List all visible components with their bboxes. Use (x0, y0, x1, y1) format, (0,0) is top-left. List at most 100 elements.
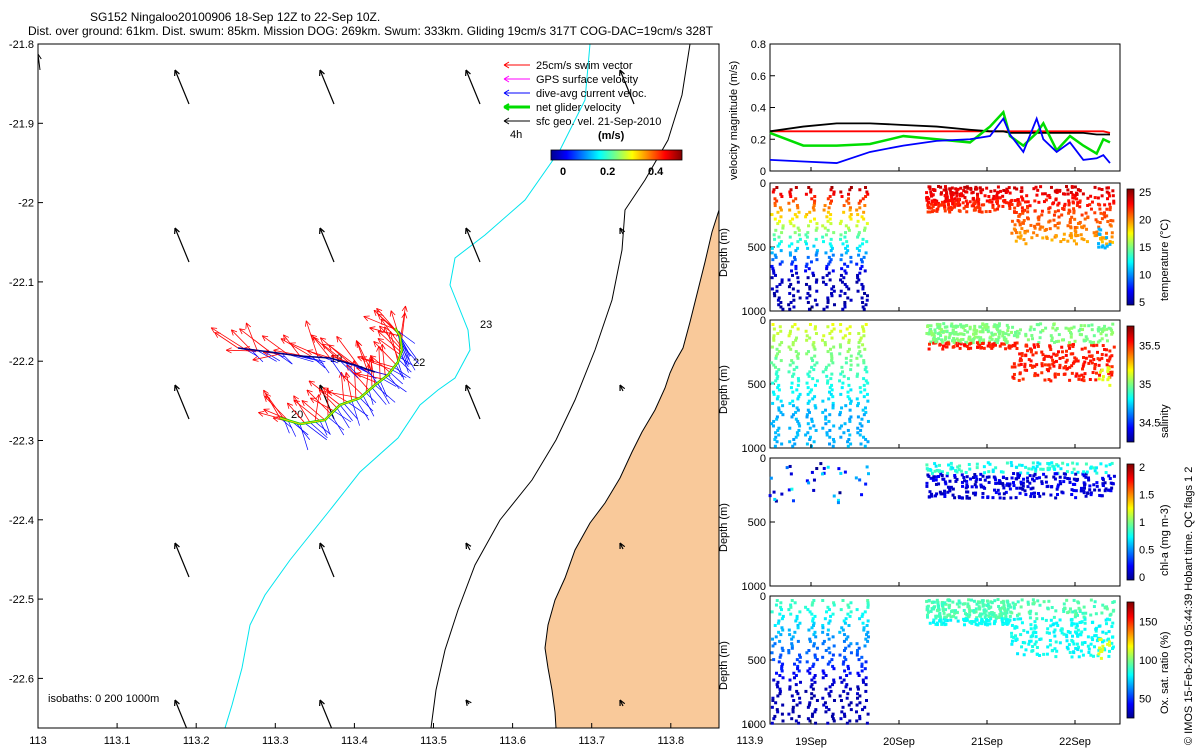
data-dot (1106, 378, 1109, 381)
colorbar-tick: 0 (560, 166, 566, 178)
data-dot (865, 370, 868, 373)
data-dot (826, 382, 829, 385)
data-dot (987, 607, 990, 610)
data-dot (804, 215, 807, 218)
data-dot (1022, 478, 1025, 481)
data-dot (1065, 599, 1068, 602)
data-dot (822, 642, 825, 645)
data-dot (927, 206, 930, 209)
data-dot (962, 325, 965, 328)
data-dot (812, 688, 815, 691)
data-dot (1036, 343, 1039, 346)
data-dot (815, 258, 818, 261)
data-dot (1105, 232, 1108, 235)
data-dot (1095, 612, 1098, 615)
data-dot (848, 433, 851, 436)
data-dot (1024, 648, 1027, 651)
data-dot (779, 656, 782, 659)
data-dot (788, 285, 791, 288)
data-dot (1033, 343, 1036, 346)
data-dot (829, 202, 832, 205)
data-dot (771, 706, 774, 709)
data-dot (941, 492, 944, 495)
data-dot (942, 345, 945, 348)
panel-colorbar (1127, 464, 1134, 580)
data-dot (842, 663, 845, 666)
data-dot (1097, 203, 1100, 206)
data-dot (929, 622, 932, 625)
data-dot (1083, 481, 1086, 484)
data-dot (826, 220, 829, 223)
data-dot (972, 476, 975, 479)
data-dot (811, 377, 814, 380)
data-dot (861, 296, 864, 299)
data-dot (781, 404, 784, 407)
data-dot (1071, 345, 1074, 348)
data-dot (838, 427, 841, 430)
data-dot (1029, 204, 1032, 207)
data-dot (962, 618, 965, 621)
data-dot (857, 290, 860, 293)
data-dot (999, 496, 1002, 499)
data-dot (951, 202, 954, 205)
data-dot (1048, 196, 1051, 199)
data-dot (850, 610, 853, 613)
data-dot (1056, 493, 1059, 496)
data-dot (1108, 463, 1111, 466)
data-dot (832, 635, 835, 638)
data-dot (969, 200, 972, 203)
data-dot (1063, 602, 1066, 605)
data-dot (968, 463, 971, 466)
data-dot (822, 704, 825, 707)
colorbar-label: salinity (1159, 404, 1171, 438)
depth-tick-label: 0 (760, 453, 766, 465)
data-dot (1059, 476, 1062, 479)
data-dot (857, 688, 860, 691)
data-dot (829, 213, 832, 216)
data-dot (812, 424, 815, 427)
data-dot (993, 208, 996, 211)
data-dot (1057, 350, 1060, 353)
data-dot (774, 274, 777, 277)
data-dot (1021, 212, 1024, 215)
data-dot (850, 260, 853, 263)
data-dot (1081, 214, 1084, 217)
data-dot (933, 328, 936, 331)
data-dot (1067, 212, 1070, 215)
data-dot (961, 485, 964, 488)
data-dot (840, 366, 843, 369)
data-dot (819, 462, 822, 465)
data-dot (925, 463, 928, 466)
data-dot (1075, 242, 1078, 245)
data-dot (1091, 621, 1094, 624)
data-dot (954, 616, 957, 619)
data-dot (955, 195, 958, 198)
data-dot (841, 195, 844, 198)
data-dot (972, 191, 975, 194)
data-dot (776, 332, 779, 335)
data-dot (967, 338, 970, 341)
data-dot (1007, 605, 1010, 608)
data-dot (1086, 492, 1089, 495)
data-dot (978, 622, 981, 625)
data-dot (774, 379, 777, 382)
data-dot (795, 388, 798, 391)
data-dot (979, 484, 982, 487)
data-dot (982, 203, 985, 206)
data-dot (956, 603, 959, 606)
data-dot (833, 495, 836, 498)
data-dot (1040, 371, 1043, 374)
data-dot (788, 427, 791, 430)
data-dot (866, 440, 869, 443)
data-dot (793, 368, 796, 371)
data-dot (1086, 240, 1089, 243)
data-dot (1093, 645, 1096, 648)
data-dot (1101, 217, 1104, 220)
data-dot (1020, 645, 1023, 648)
data-dot (1033, 199, 1036, 202)
data-dot (1032, 474, 1035, 477)
data-dot (958, 605, 961, 608)
data-dot (849, 359, 852, 362)
data-dot (832, 424, 835, 427)
data-dot (982, 604, 985, 607)
